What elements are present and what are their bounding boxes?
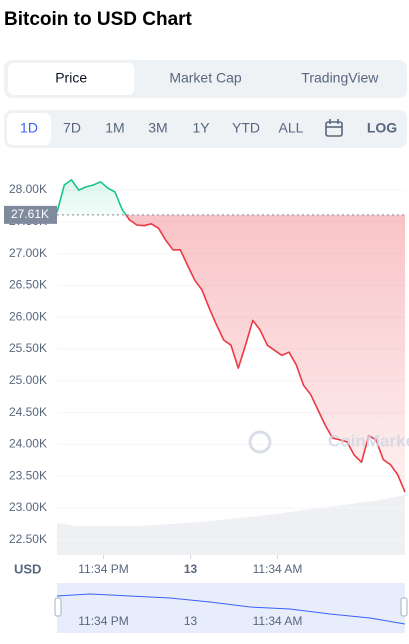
x-tick-label: 13: [184, 562, 198, 576]
watermark-logo: [248, 430, 272, 454]
x-tick-label: 11:34 AM: [253, 562, 303, 576]
tab-selected-bg: [8, 63, 135, 95]
currency-label: USD: [14, 561, 41, 576]
range-button[interactable]: ALL: [279, 120, 304, 136]
range-button[interactable]: YTD: [232, 120, 260, 136]
view-tab[interactable]: Price: [55, 70, 87, 86]
view-tab[interactable]: TradingView: [301, 70, 379, 86]
navigator-label: 13: [184, 614, 198, 628]
y-tick-label: 25.50K: [9, 341, 47, 355]
calendar-icon[interactable]: [325, 119, 343, 137]
range-button[interactable]: 7D: [63, 120, 81, 136]
range-button[interactable]: 1M: [105, 120, 124, 136]
navigator-line: [56, 593, 406, 625]
y-tick-label: 22.50K: [9, 532, 47, 546]
y-tick-label: 23.00K: [9, 500, 47, 514]
price-area: [57, 179, 405, 493]
reference-badge: [4, 205, 57, 224]
navigator-handle[interactable]: [54, 597, 62, 617]
y-tick-label: 24.50K: [9, 405, 47, 419]
navigator[interactable]: [57, 583, 405, 633]
y-tick-label: 25.00K: [9, 373, 47, 387]
y-tick-label: 26.00K: [9, 309, 47, 323]
y-tick-label: 27.00K: [9, 246, 47, 260]
y-tick-label: 26.50K: [9, 278, 47, 292]
navigator-label: 11:34 AM: [253, 614, 303, 628]
page-title: Bitcoin to USD Chart: [4, 9, 193, 30]
range-selected-bg: [7, 113, 51, 145]
range-button[interactable]: 1Y: [192, 120, 210, 136]
range-bar: [4, 110, 407, 148]
navigator-label: 11:34 PM: [78, 614, 128, 628]
price-line: [56, 179, 406, 493]
y-tick-label: 23.50K: [9, 468, 47, 482]
x-tick-label: 11:34 PM: [78, 562, 128, 576]
range-button[interactable]: 1D: [20, 120, 38, 136]
log-button[interactable]: LOG: [367, 120, 397, 136]
reference-label: 27.61K: [11, 207, 49, 221]
range-button[interactable]: 3M: [148, 120, 167, 136]
view-tab[interactable]: Market Cap: [169, 70, 242, 86]
volume-area: [57, 495, 405, 555]
navigator-handle[interactable]: [400, 597, 408, 617]
y-tick-label: 28.00K: [9, 182, 47, 196]
y-tick-label: 24.00K: [9, 437, 47, 451]
watermark: CoinMarketCap: [328, 431, 409, 450]
